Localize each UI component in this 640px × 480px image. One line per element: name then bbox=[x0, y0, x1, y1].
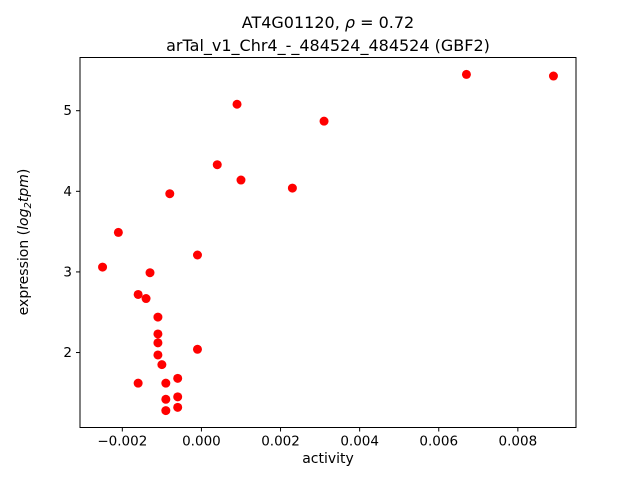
data-point bbox=[173, 373, 183, 383]
data-point bbox=[287, 183, 297, 193]
data-point bbox=[145, 268, 155, 278]
chart-title-line-2: arTal_v1_Chr4_-_484524_484524 (GBF2) bbox=[166, 36, 490, 55]
y-tick-label: 2 bbox=[63, 345, 72, 361]
title-rho-value: = 0.72 bbox=[355, 13, 415, 32]
data-point bbox=[212, 160, 222, 170]
data-point bbox=[192, 344, 202, 354]
data-point bbox=[141, 294, 151, 304]
data-point bbox=[165, 189, 175, 199]
scatter-points bbox=[98, 69, 558, 416]
data-point bbox=[153, 312, 163, 322]
x-tick-label: 0.008 bbox=[499, 434, 538, 450]
data-point bbox=[157, 360, 167, 370]
data-point bbox=[232, 99, 242, 109]
data-point bbox=[161, 394, 171, 404]
data-point bbox=[133, 289, 143, 299]
rho-symbol: ρ bbox=[344, 13, 356, 32]
data-point bbox=[548, 71, 558, 81]
x-tick-label: 0.002 bbox=[261, 434, 300, 450]
axis-ticks: −0.002 0.000 0.002 0.004 0.006 0.008 2 3 4 5 bbox=[63, 103, 537, 449]
data-point bbox=[161, 378, 171, 388]
data-point bbox=[319, 116, 329, 126]
axes-box bbox=[79, 57, 577, 428]
x-axis-label: activity bbox=[302, 451, 354, 467]
data-point bbox=[173, 392, 183, 402]
x-tick-label: 0.000 bbox=[182, 434, 221, 450]
y-tick-label: 4 bbox=[63, 184, 72, 200]
chart-title-line-1: AT4G01120, ρ = 0.72 bbox=[80, 11, 576, 34]
x-tick-label: 0.006 bbox=[419, 434, 458, 450]
data-point bbox=[192, 250, 202, 260]
data-point bbox=[153, 329, 163, 339]
chart-title: AT4G01120, ρ = 0.72 arTal_v1_Chr4_-_4845… bbox=[80, 11, 576, 57]
data-point bbox=[461, 69, 471, 79]
data-point bbox=[161, 406, 171, 416]
data-point bbox=[153, 350, 163, 360]
y-tick-label: 5 bbox=[63, 103, 72, 119]
title-gene-id: AT4G01120, bbox=[241, 13, 345, 32]
y-tick-label: 3 bbox=[63, 264, 72, 280]
data-point bbox=[236, 175, 246, 185]
data-point bbox=[133, 378, 143, 388]
data-point bbox=[113, 227, 123, 237]
x-tick-label: −0.002 bbox=[97, 434, 147, 450]
data-point bbox=[98, 262, 108, 272]
data-point bbox=[173, 402, 183, 412]
y-axis-label: expression (log2tpm) bbox=[16, 169, 34, 316]
x-tick-label: 0.004 bbox=[340, 434, 379, 450]
data-point bbox=[153, 338, 163, 348]
